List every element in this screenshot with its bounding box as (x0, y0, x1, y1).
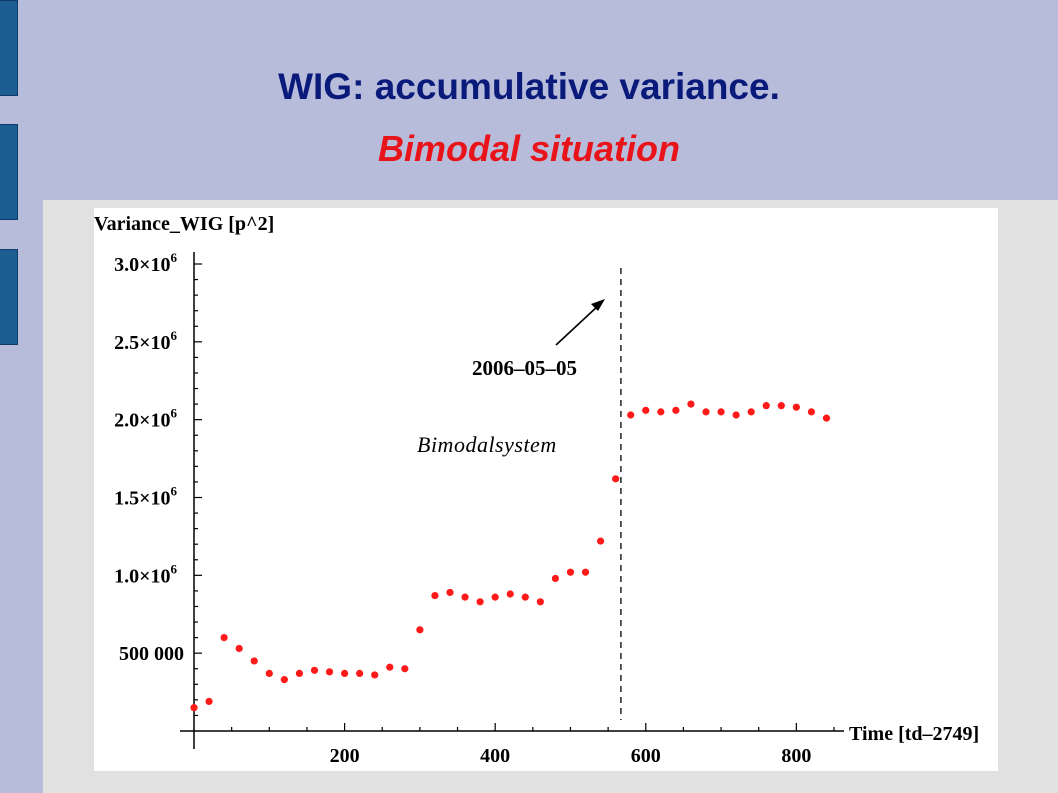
sidebar-accent-1 (0, 0, 18, 96)
data-point (702, 408, 710, 416)
data-point (431, 591, 439, 600)
data-point (521, 593, 529, 601)
data-point (491, 593, 499, 601)
data-point (747, 408, 755, 416)
data-point (416, 626, 424, 634)
data-point (551, 574, 560, 583)
y-tick-label: 500 000 (119, 643, 184, 665)
data-point (506, 590, 514, 598)
data-point (310, 666, 319, 674)
slide-subtitle: Bimodal situation (377, 128, 680, 169)
data-point (612, 475, 620, 483)
data-point (401, 665, 409, 673)
data-point (190, 704, 198, 712)
x-tick-label: 600 (631, 745, 661, 767)
data-point (476, 598, 484, 606)
ticks: 200 400 600 800 500 000 1.0×106 1.5×106 2.0×106… (114, 250, 835, 767)
data-point (356, 669, 364, 678)
data-point (386, 663, 394, 671)
data-point (642, 406, 650, 414)
data-point (340, 669, 349, 678)
sidebar-accent-3 (0, 249, 18, 345)
data-point (250, 657, 258, 665)
data-point (265, 669, 273, 678)
data-point (687, 400, 695, 408)
data-point (205, 697, 213, 706)
data-point (536, 598, 544, 606)
data-point (672, 406, 680, 414)
data-point (235, 644, 243, 653)
axes (180, 252, 844, 749)
y-tick-label: 1.5×106 (114, 484, 177, 510)
data-point (325, 668, 334, 676)
data-point (446, 588, 454, 597)
y-tick-label: 1.0×106 (114, 561, 177, 587)
data-point (295, 669, 304, 678)
x-tick-label: 200 (330, 745, 360, 767)
y-tick-label: 3.0×106 (114, 250, 177, 276)
slide-title: WIG: accumulative variance. (278, 66, 780, 107)
y-tick-label: 2.0×106 (114, 406, 177, 432)
y-tick-exponent: 6 (171, 328, 178, 343)
data-points (190, 400, 831, 712)
data-point (762, 402, 770, 410)
y-tick-exponent: 6 (171, 406, 178, 421)
data-point (717, 408, 725, 416)
data-point (807, 408, 816, 416)
data-point (627, 411, 635, 419)
data-point (371, 671, 379, 679)
annotation-date-label: 2006–05–05 (472, 356, 577, 380)
sidebar-accent-2 (0, 124, 18, 220)
data-point (280, 676, 288, 684)
data-point (792, 403, 800, 411)
data-point (581, 568, 590, 576)
annotation: 2006–05–05 Bimodalsystem (417, 299, 605, 457)
y-axis-label: Variance_WIG [p^2] (94, 213, 274, 235)
x-axis-label: Time [td–2749] (849, 723, 979, 745)
data-point (777, 402, 785, 410)
data-point (566, 568, 575, 576)
variance-scatter-chart: Variance_WIG [p^2] Time [td–2749] 200 400… (94, 213, 979, 767)
x-tick-label: 400 (480, 745, 510, 767)
y-tick-label: 2.5×106 (114, 328, 177, 354)
data-point (732, 411, 740, 419)
data-point (461, 593, 469, 601)
x-tick-label: 800 (781, 745, 811, 767)
chart-panel: Variance_WIG [p^2] Time [td–2749] 200 400… (94, 208, 998, 771)
annotation-arrow-line (555, 304, 600, 346)
y-tick-exponent: 6 (171, 484, 178, 499)
y-tick-exponent: 6 (171, 250, 178, 265)
annotation-arrowhead (591, 299, 605, 311)
data-point (822, 414, 831, 422)
data-point (220, 634, 228, 642)
data-point (596, 537, 605, 545)
data-point (657, 408, 665, 416)
annotation-bimodal-label: Bimodalsystem (417, 432, 557, 457)
y-tick-exponent: 6 (171, 561, 178, 576)
